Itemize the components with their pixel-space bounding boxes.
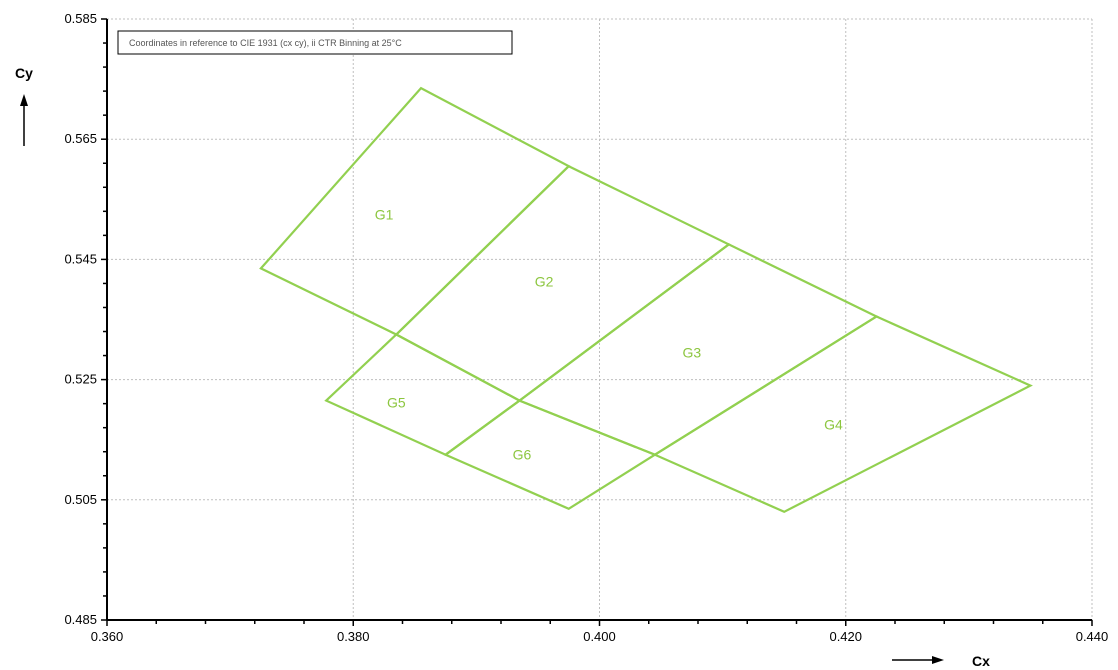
bin-label-g1: G1 bbox=[375, 206, 394, 222]
x-axis-title-group: Cx bbox=[892, 653, 990, 669]
y-tick-label: 0.565 bbox=[64, 131, 97, 146]
bin-label-g5: G5 bbox=[387, 394, 406, 410]
y-tick-label: 0.585 bbox=[64, 11, 97, 26]
y-tick-label: 0.505 bbox=[64, 492, 97, 507]
x-tick-label: 0.440 bbox=[1076, 629, 1109, 644]
y-axis-title: Cy bbox=[15, 65, 33, 81]
bin-region-g2 bbox=[394, 164, 731, 402]
bin-region-g5 bbox=[324, 333, 522, 456]
bin-regions bbox=[259, 86, 1033, 514]
x-tick-label: 0.420 bbox=[829, 629, 862, 644]
axis-layer: 0.485 0.505 0.525 0.545 0.565 0.585 0.360 0.380… bbox=[64, 11, 1108, 644]
x-tick-label: 0.400 bbox=[583, 629, 616, 644]
x-tick-label: 0.360 bbox=[91, 629, 124, 644]
bin-label-g6: G6 bbox=[513, 447, 532, 463]
bin-label-g4: G4 bbox=[824, 417, 843, 433]
x-axis-arrow-head bbox=[932, 656, 944, 664]
y-tick-label: 0.545 bbox=[64, 251, 97, 266]
bin-region-g4 bbox=[652, 315, 1033, 514]
y-tick-label: 0.525 bbox=[64, 372, 97, 387]
annotation-box: Coordinates in reference to CIE 1931 (cx… bbox=[117, 30, 513, 55]
x-axis-title: Cx bbox=[972, 653, 990, 669]
bin-label-g3: G3 bbox=[683, 345, 702, 361]
bin-label-g2: G2 bbox=[535, 274, 554, 290]
x-tick-label: 0.380 bbox=[337, 629, 370, 644]
bin-region-g6 bbox=[443, 399, 658, 511]
annotation-text: Coordinates in reference to CIE 1931 (cx… bbox=[129, 38, 402, 48]
y-tick-label: 0.485 bbox=[64, 612, 97, 627]
y-axis-arrow-head bbox=[20, 94, 28, 106]
grid-layer bbox=[107, 18, 1093, 620]
y-axis-title-group: Cy bbox=[15, 65, 33, 146]
bin-labels: G1 G2 G3 G4 G5 G6 bbox=[375, 206, 843, 462]
